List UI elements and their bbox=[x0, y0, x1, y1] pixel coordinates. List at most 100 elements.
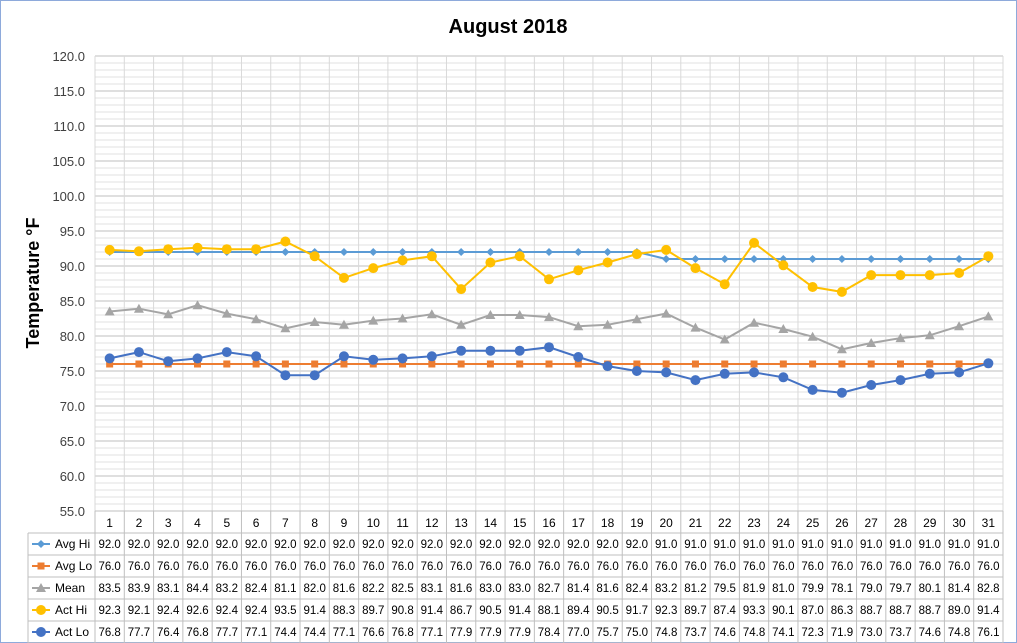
data-table-cell: 76.6 bbox=[362, 627, 384, 639]
data-table-cell: 92.0 bbox=[333, 539, 355, 551]
data-table-cell: 92.0 bbox=[626, 539, 648, 551]
data-point bbox=[485, 310, 496, 319]
data-table-cell: 74.8 bbox=[655, 627, 677, 639]
y-tick-label: 80.0 bbox=[60, 329, 85, 344]
data-table-cell: 86.3 bbox=[831, 605, 853, 617]
data-table-cell: 88.7 bbox=[889, 605, 911, 617]
data-table-cell: 81.0 bbox=[772, 583, 794, 595]
y-tick-label: 120.0 bbox=[52, 49, 85, 64]
x-tick-label: 2 bbox=[136, 516, 143, 530]
data-table-cell: 77.9 bbox=[450, 627, 472, 639]
data-point bbox=[251, 351, 262, 362]
x-tick-label: 15 bbox=[513, 516, 527, 530]
x-tick-label: 27 bbox=[865, 516, 879, 530]
data-table-cell: 83.0 bbox=[509, 583, 531, 595]
data-point bbox=[544, 312, 554, 322]
data-table-cell: 83.9 bbox=[128, 583, 150, 595]
data-point bbox=[339, 248, 348, 256]
data-table-cell: 91.0 bbox=[860, 539, 882, 551]
data-point bbox=[603, 248, 612, 256]
data-table-cell: 76.0 bbox=[567, 561, 589, 573]
data-point bbox=[104, 306, 115, 316]
data-point bbox=[778, 324, 789, 333]
data-point bbox=[574, 360, 582, 368]
data-table-cell: 91.4 bbox=[977, 605, 1000, 617]
data-point bbox=[631, 249, 642, 260]
data-table-cell: 81.1 bbox=[274, 583, 296, 595]
x-tick-label: 28 bbox=[894, 516, 908, 530]
data-table-cell: 92.4 bbox=[245, 605, 268, 617]
data-table-cell: 76.0 bbox=[186, 561, 208, 573]
x-tick-label: 6 bbox=[253, 516, 260, 530]
data-table-cell: 92.0 bbox=[303, 539, 325, 551]
data-table-cell: 76.0 bbox=[128, 561, 150, 573]
y-tick-label: 90.0 bbox=[60, 259, 85, 274]
data-point bbox=[428, 360, 436, 368]
data-table-cell: 92.0 bbox=[450, 539, 472, 551]
data-table-cell: 93.3 bbox=[743, 605, 765, 617]
data-table-cell: 76.0 bbox=[743, 561, 765, 573]
data-table-cell: 88.7 bbox=[860, 605, 882, 617]
data-point bbox=[954, 367, 965, 378]
data-table-cell: 92.0 bbox=[274, 539, 296, 551]
data-point bbox=[340, 360, 348, 368]
data-point bbox=[311, 360, 319, 368]
data-table-cell: 86.7 bbox=[450, 605, 472, 617]
data-table-cell: 76.0 bbox=[538, 561, 560, 573]
series-act-lo bbox=[104, 342, 994, 398]
data-point bbox=[691, 360, 699, 368]
data-table-cell: 81.4 bbox=[948, 583, 971, 595]
data-table-cell: 91.0 bbox=[743, 539, 765, 551]
data-table-cell: 92.0 bbox=[98, 539, 120, 551]
data-table-cell: 75.0 bbox=[626, 627, 648, 639]
data-table-cell: 76.0 bbox=[274, 561, 296, 573]
data-table-cell: 74.6 bbox=[919, 627, 941, 639]
data-point bbox=[719, 334, 730, 344]
data-table-cell: 80.1 bbox=[919, 583, 941, 595]
data-table-cell: 76.0 bbox=[479, 561, 501, 573]
data-point bbox=[456, 345, 467, 356]
data-point bbox=[399, 360, 407, 368]
series-lines bbox=[104, 236, 994, 398]
y-tick-label: 95.0 bbox=[60, 224, 85, 239]
x-tick-label: 24 bbox=[777, 516, 791, 530]
data-point bbox=[983, 358, 994, 369]
data-point bbox=[838, 360, 846, 368]
data-point bbox=[895, 333, 906, 343]
x-tick-label: 7 bbox=[282, 516, 289, 530]
data-table-cell: 92.3 bbox=[655, 605, 677, 617]
legend-key-marker bbox=[37, 562, 45, 570]
legend-entry: Avg Lo bbox=[55, 559, 92, 573]
data-point bbox=[104, 244, 115, 255]
data-table-cell: 81.9 bbox=[743, 583, 765, 595]
data-point bbox=[661, 367, 672, 378]
data-point bbox=[486, 248, 495, 256]
data-point bbox=[867, 255, 876, 263]
data-table-cell: 92.0 bbox=[391, 539, 413, 551]
data-point bbox=[661, 308, 672, 318]
x-tick-label: 10 bbox=[367, 516, 381, 530]
data-point bbox=[516, 360, 524, 368]
legend-entry: Mean bbox=[55, 581, 85, 595]
data-table-cell: 76.0 bbox=[303, 561, 325, 573]
data-table-cell: 76.0 bbox=[889, 561, 911, 573]
data-point bbox=[280, 236, 291, 247]
data-table-cell: 91.0 bbox=[977, 539, 999, 551]
data-point bbox=[896, 255, 905, 263]
y-tick-label: 85.0 bbox=[60, 294, 85, 309]
data-point bbox=[690, 263, 701, 274]
data-table-cell: 76.0 bbox=[831, 561, 853, 573]
data-table-cell: 88.3 bbox=[333, 605, 355, 617]
data-point bbox=[983, 251, 994, 262]
data-point bbox=[280, 370, 291, 381]
data-table-cell: 87.4 bbox=[714, 605, 737, 617]
x-tick-label: 5 bbox=[223, 516, 230, 530]
data-point bbox=[252, 360, 260, 368]
data-table-cell: 91.0 bbox=[655, 539, 677, 551]
data-table-cell: 74.1 bbox=[772, 627, 794, 639]
data-point bbox=[807, 282, 818, 292]
data-table-cell: 92.0 bbox=[245, 539, 267, 551]
data-table-cell: 92.0 bbox=[421, 539, 443, 551]
data-table-cell: 92.0 bbox=[186, 539, 208, 551]
